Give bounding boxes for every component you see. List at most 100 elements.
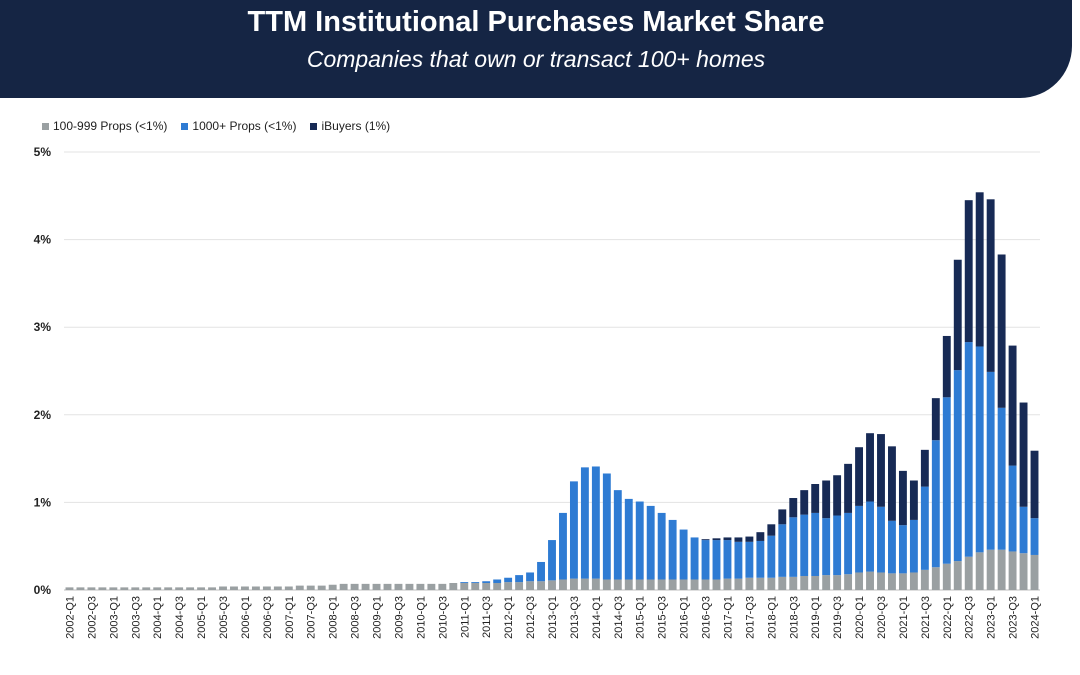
bar-segment-ibuyers	[855, 447, 864, 506]
bar-segment-100-999	[690, 579, 699, 590]
bar-segment-100-999	[942, 563, 951, 590]
bar-segment-100-999	[416, 583, 425, 590]
x-tick-label: 2021-Q3	[920, 596, 932, 639]
bar-segment-100-999	[602, 579, 611, 590]
bar-segment-ibuyers	[723, 537, 732, 541]
x-axis: 2002-Q1 2002-Q3 2003-Q1 2003-Q3 2004-Q1 2004-…	[64, 596, 1041, 639]
bar-segment-100-999	[471, 582, 480, 590]
x-tick-label: 2010-Q3	[437, 596, 449, 639]
bar-segment-100-999	[811, 575, 820, 590]
x-tick-label: 2008-Q3	[350, 596, 362, 639]
bar-segment-100-999	[493, 582, 502, 590]
bar-segment-1000-plus	[504, 577, 513, 583]
bar-segment-1000-plus	[931, 440, 940, 568]
bar-segment-ibuyers	[789, 498, 798, 518]
bar-segment-100-999	[153, 587, 162, 590]
x-tick-label: 2012-Q3	[525, 596, 537, 639]
bar-segment-ibuyers	[734, 537, 743, 542]
bar-segment-100-999	[339, 583, 348, 590]
x-tick-label: 2009-Q3	[393, 596, 405, 639]
bar-segment-1000-plus	[580, 467, 589, 579]
bar-segment-1000-plus	[920, 486, 929, 570]
bar-segment-1000-plus	[833, 515, 842, 576]
bar-segment-1000-plus	[559, 512, 567, 580]
bar-segment-100-999	[219, 586, 227, 590]
bar-segment-1000-plus	[767, 535, 776, 578]
bar-segment-1000-plus	[526, 572, 535, 582]
bar-segment-100-999	[986, 549, 995, 590]
bar-segment-1000-plus	[591, 466, 600, 579]
y-tick-label: 1%	[34, 495, 52, 509]
bar-segment-1000-plus	[569, 481, 578, 579]
bar-segment-100-999	[800, 575, 809, 590]
x-tick-label: 2022-Q3	[964, 596, 976, 639]
bar-segment-1000-plus	[624, 498, 633, 580]
bar-segment-100-999	[646, 579, 655, 590]
bar-segment-ibuyers	[997, 254, 1006, 408]
x-tick-label: 2020-Q3	[876, 596, 888, 639]
bar-segment-100-999	[833, 575, 842, 590]
x-tick-label: 2004-Q3	[174, 596, 186, 639]
bar-segment-100-999	[537, 581, 545, 590]
bar-segment-1000-plus	[657, 512, 666, 580]
bar-segment-1000-plus	[482, 581, 491, 583]
bar-segment-1000-plus	[701, 540, 710, 580]
bar-segment-100-999	[438, 583, 447, 590]
bar-segment-ibuyers	[953, 259, 962, 371]
x-tick-label: 2003-Q1	[108, 596, 120, 639]
bar-segment-100-999	[240, 586, 249, 590]
bar-segment-1000-plus	[690, 537, 699, 580]
bar-segment-100-999	[679, 579, 688, 590]
bars-layer	[65, 192, 1039, 590]
x-tick-label: 2015-Q1	[635, 596, 647, 639]
bar-segment-ibuyers	[745, 536, 754, 542]
bar-segment-100-999	[350, 583, 359, 590]
bar-segment-1000-plus	[679, 529, 688, 580]
bar-segment-ibuyers	[756, 532, 765, 541]
x-tick-label: 2004-Q1	[152, 596, 164, 639]
y-tick-label: 0%	[34, 583, 52, 597]
bar-segment-100-999	[866, 571, 874, 590]
x-tick-label: 2006-Q3	[262, 596, 274, 639]
bar-segment-1000-plus	[778, 524, 787, 577]
y-tick-label: 3%	[34, 320, 52, 334]
x-tick-label: 2006-Q1	[240, 596, 252, 639]
bar-segment-1000-plus	[789, 517, 798, 577]
x-tick-label: 2005-Q1	[196, 596, 208, 639]
bar-segment-100-999	[197, 587, 206, 590]
bar-segment-1000-plus	[493, 579, 502, 583]
bar-segment-100-999	[142, 587, 151, 590]
bar-segment-1000-plus	[471, 582, 480, 583]
bar-segment-100-999	[208, 587, 216, 590]
bar-segment-1000-plus	[460, 582, 469, 583]
x-tick-label: 2002-Q3	[86, 596, 98, 639]
bar-segment-ibuyers	[800, 490, 809, 515]
legend-swatch-1000-plus	[181, 122, 189, 130]
bar-segment-100-999	[1008, 551, 1017, 590]
bar-segment-100-999	[317, 585, 326, 590]
bar-segment-100-999	[778, 576, 787, 590]
bar-segment-ibuyers	[931, 398, 940, 441]
bar-segment-100-999	[569, 578, 578, 590]
bar-segment-ibuyers	[767, 524, 776, 536]
x-tick-label: 2007-Q1	[284, 596, 296, 639]
bar-segment-ibuyers	[920, 449, 929, 487]
x-tick-label: 2017-Q3	[744, 596, 756, 639]
bar-segment-ibuyers	[701, 539, 710, 541]
bar-segment-100-999	[877, 572, 885, 590]
legend-label-100-999: 100-999 Props (<1%)	[53, 119, 168, 133]
bar-segment-1000-plus	[997, 407, 1006, 550]
bar-segment-1000-plus	[844, 512, 853, 575]
x-tick-label: 2012-Q1	[503, 596, 515, 639]
bar-segment-100-999	[767, 577, 776, 590]
x-tick-label: 2007-Q3	[306, 596, 318, 639]
bar-segment-100-999	[701, 579, 710, 590]
x-tick-label: 2020-Q1	[854, 596, 866, 639]
x-tick-label: 2021-Q1	[898, 596, 910, 639]
bar-segment-100-999	[657, 579, 666, 590]
title-banner: TTM Institutional Purchases Market Share…	[0, 0, 1072, 98]
bar-segment-100-999	[712, 579, 721, 590]
bar-segment-ibuyers	[778, 509, 787, 525]
y-tick-label: 5%	[34, 145, 52, 159]
bar-segment-1000-plus	[668, 519, 677, 580]
